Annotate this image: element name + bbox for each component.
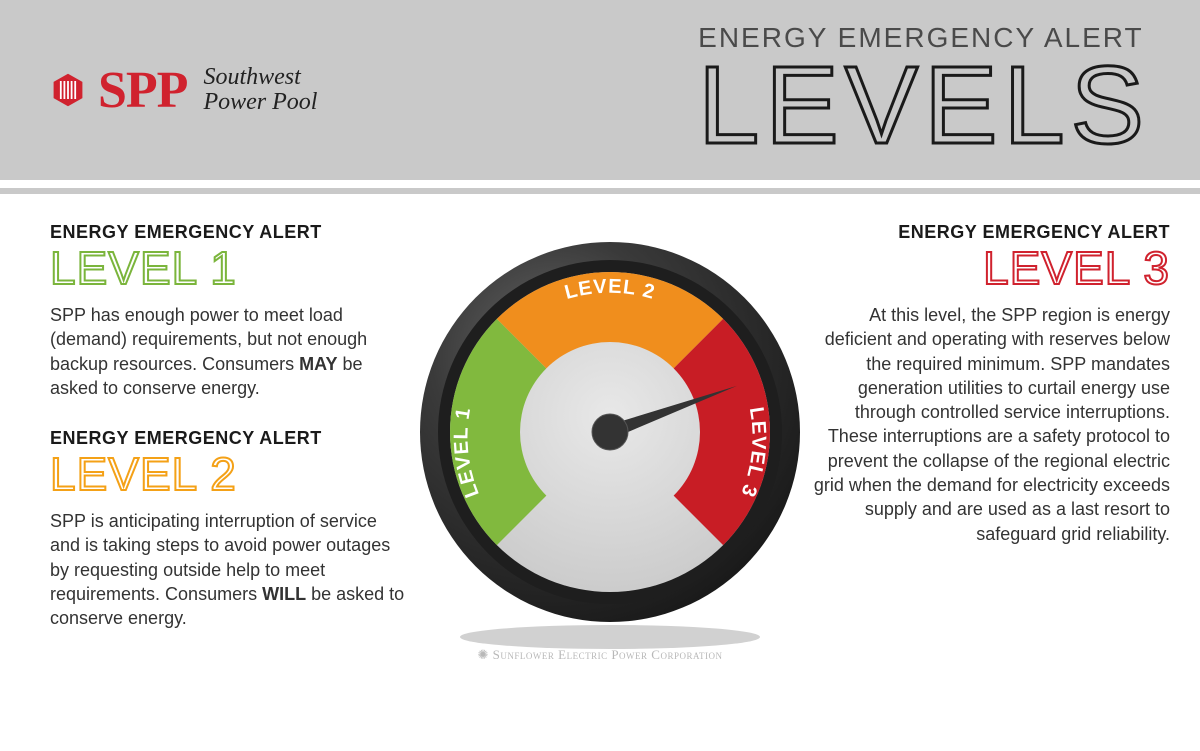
gauge-svg: LEVEL 1 LEVEL 2 LEVEL 3 bbox=[410, 232, 810, 652]
level1-text: SPP has enough power to meet load (deman… bbox=[50, 303, 410, 400]
level3-block: ENERGY EMERGENCY ALERT LEVEL 3 At this l… bbox=[810, 222, 1170, 546]
level2-text: SPP is anticipating interruption of serv… bbox=[50, 509, 410, 630]
footer-text: Sunflower Electric Power Corporation bbox=[493, 647, 723, 662]
level2-text-strong: WILL bbox=[262, 584, 306, 604]
spp-logo-icon bbox=[50, 72, 86, 108]
level2-title: LEVEL 2 bbox=[50, 451, 410, 497]
footer-icon: ✺ bbox=[478, 647, 493, 662]
left-column: ENERGY EMERGENCY ALERT LEVEL 1 SPP has e… bbox=[50, 222, 410, 659]
header-banner: SPP Southwest Power Pool ENERGY EMERGENC… bbox=[0, 0, 1200, 180]
gauge-column: LEVEL 1 LEVEL 2 LEVEL 3 bbox=[410, 222, 810, 659]
logo-block: SPP Southwest Power Pool bbox=[50, 61, 317, 120]
level1-text-strong: MAY bbox=[299, 354, 337, 374]
brand-line1: Southwest bbox=[203, 65, 317, 90]
footer-attribution: ✺ Sunflower Electric Power Corporation bbox=[478, 647, 723, 663]
level1-block: ENERGY EMERGENCY ALERT LEVEL 1 SPP has e… bbox=[50, 222, 410, 400]
level2-block: ENERGY EMERGENCY ALERT LEVEL 2 SPP is an… bbox=[50, 428, 410, 630]
brand-subtitle: Southwest Power Pool bbox=[203, 65, 317, 115]
header-title: ENERGY EMERGENCY ALERT LEVELS bbox=[698, 22, 1150, 159]
brand-abbrev: SPP bbox=[98, 61, 187, 120]
content-grid: ENERGY EMERGENCY ALERT LEVEL 1 SPP has e… bbox=[0, 194, 1200, 669]
gauge-shadow bbox=[460, 625, 760, 649]
level3-text: At this level, the SPP region is energy … bbox=[810, 303, 1170, 546]
header-title-line2: LEVELS bbox=[698, 54, 1150, 159]
level3-eyebrow: ENERGY EMERGENCY ALERT bbox=[810, 222, 1170, 243]
right-column: ENERGY EMERGENCY ALERT LEVEL 3 At this l… bbox=[810, 222, 1170, 659]
level1-eyebrow: ENERGY EMERGENCY ALERT bbox=[50, 222, 410, 243]
brand-line2: Power Pool bbox=[203, 90, 317, 115]
level2-eyebrow: ENERGY EMERGENCY ALERT bbox=[50, 428, 410, 449]
level1-title: LEVEL 1 bbox=[50, 245, 410, 291]
level3-title: LEVEL 3 bbox=[810, 245, 1170, 291]
